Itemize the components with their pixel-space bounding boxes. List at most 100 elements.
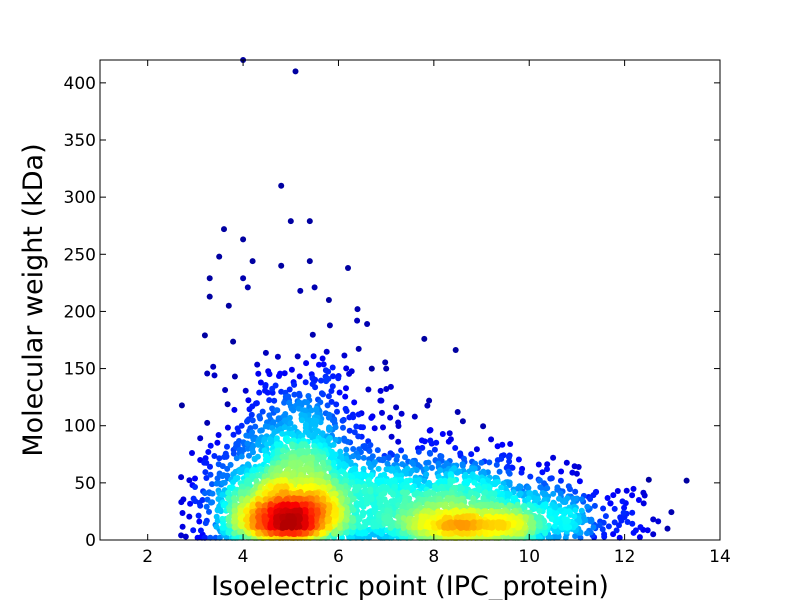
data-point — [550, 454, 557, 461]
data-point — [280, 490, 287, 497]
data-point — [342, 462, 349, 469]
data-point — [266, 371, 273, 378]
data-point — [623, 487, 630, 494]
data-point — [584, 503, 591, 510]
data-point — [343, 365, 350, 372]
data-point — [224, 443, 230, 450]
data-point — [190, 527, 197, 534]
data-point — [331, 473, 338, 479]
data-point — [590, 524, 597, 531]
data-point — [321, 442, 328, 449]
data-point — [478, 459, 485, 466]
data-point — [573, 470, 580, 477]
data-point — [320, 361, 327, 368]
data-point — [619, 498, 626, 505]
data-point — [379, 409, 385, 416]
data-point — [424, 501, 431, 508]
data-point — [244, 495, 251, 502]
data-point — [246, 530, 253, 537]
data-point — [401, 497, 408, 504]
data-point — [209, 490, 216, 497]
data-point — [596, 522, 603, 529]
data-point — [387, 524, 394, 531]
data-point — [287, 218, 294, 225]
data-point — [262, 423, 269, 430]
data-point — [473, 446, 480, 453]
data-point — [203, 503, 210, 510]
data-point — [540, 501, 547, 508]
data-point — [539, 469, 546, 476]
data-point — [331, 417, 338, 424]
data-point — [306, 258, 313, 265]
data-point — [240, 275, 247, 282]
data-point — [616, 522, 622, 529]
data-point — [448, 501, 455, 508]
data-point — [207, 534, 214, 541]
data-point — [650, 516, 657, 523]
data-point — [252, 423, 259, 430]
data-point — [209, 481, 215, 488]
data-point — [390, 530, 397, 537]
data-point — [178, 532, 185, 539]
data-point — [578, 507, 585, 514]
data-point — [206, 508, 212, 515]
data-point — [476, 486, 482, 493]
data-point — [219, 491, 226, 498]
data-point — [243, 432, 250, 439]
data-point — [251, 455, 258, 462]
data-point — [238, 453, 245, 460]
data-point — [396, 477, 403, 484]
data-point — [550, 490, 557, 497]
data-point — [645, 476, 652, 483]
data-point — [565, 518, 572, 524]
data-point — [254, 361, 261, 368]
data-point — [330, 373, 336, 380]
data-point — [530, 524, 537, 531]
data-point — [602, 513, 609, 520]
data-point — [383, 365, 390, 372]
data-point — [536, 520, 543, 527]
data-point — [263, 456, 270, 463]
data-point — [298, 471, 305, 478]
data-point — [398, 410, 405, 417]
data-point — [464, 520, 471, 527]
data-point — [431, 446, 438, 453]
data-point — [506, 502, 513, 509]
data-point — [336, 389, 343, 396]
data-point — [572, 507, 579, 514]
data-point — [324, 402, 331, 409]
data-point — [624, 519, 631, 525]
data-point — [325, 414, 332, 421]
data-point — [335, 375, 342, 382]
data-point — [480, 423, 487, 430]
data-point — [366, 534, 373, 541]
data-point — [408, 459, 415, 466]
data-point — [523, 509, 530, 516]
data-point — [343, 408, 350, 414]
data-point — [488, 508, 495, 515]
data-point — [398, 447, 405, 454]
data-point — [289, 441, 295, 448]
data-point — [424, 522, 431, 529]
data-point — [346, 427, 353, 434]
data-point — [374, 447, 381, 454]
data-point — [494, 443, 501, 450]
data-point — [375, 512, 382, 519]
data-point — [514, 501, 521, 508]
data-point — [220, 480, 226, 486]
data-point — [498, 502, 505, 509]
data-point — [323, 348, 330, 355]
data-point — [506, 458, 513, 465]
data-point — [359, 530, 366, 537]
data-point — [221, 454, 228, 460]
data-point — [350, 453, 357, 460]
data-point — [454, 514, 461, 521]
data-point — [577, 534, 584, 541]
data-point — [250, 449, 256, 456]
data-point — [202, 455, 209, 462]
data-point — [457, 520, 463, 527]
data-point — [250, 442, 257, 449]
data-point — [294, 353, 301, 360]
data-point — [494, 457, 501, 464]
data-point — [428, 440, 435, 447]
